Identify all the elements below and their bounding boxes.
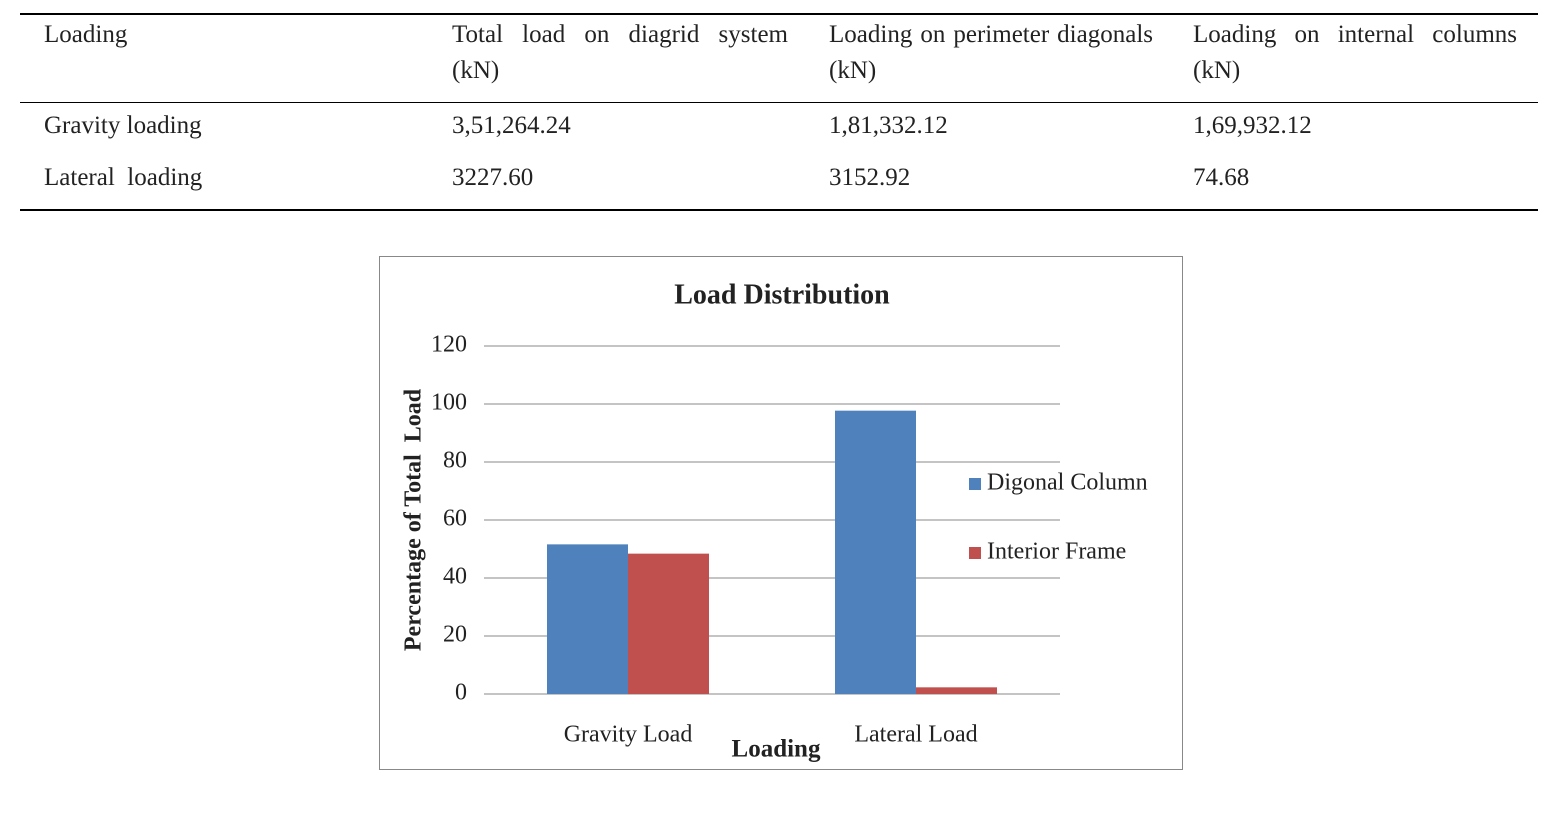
bar xyxy=(916,687,997,694)
x-tick-label: Lateral Load xyxy=(854,722,977,748)
table-cell: 3,51,264.24 xyxy=(452,112,571,139)
y-tick-label: 40 xyxy=(443,564,467,590)
bar xyxy=(835,410,916,694)
header-cell: Loading on perimeter diagonals (kN) xyxy=(829,21,1153,84)
y-tick-label: 60 xyxy=(443,506,467,532)
table-cell: 3227.60 xyxy=(452,164,534,191)
y-tick-label: 80 xyxy=(443,448,467,474)
x-tick-label: Gravity Load xyxy=(564,722,693,748)
header-cell: Loading xyxy=(44,21,128,48)
y-tick-label: 100 xyxy=(431,390,467,416)
table-cell: 1,81,332.12 xyxy=(829,112,948,139)
bar xyxy=(628,553,709,694)
chart-frame xyxy=(379,256,1183,770)
table-rule xyxy=(20,13,1538,15)
table-cell: 74.68 xyxy=(1193,164,1250,191)
legend-label: Interior Frame xyxy=(987,539,1126,565)
y-axis-label: Percentage of Total Load xyxy=(401,388,427,651)
table-rule xyxy=(20,102,1538,103)
legend-swatch xyxy=(969,547,981,559)
header-cell: Total load on diagrid system (kN) xyxy=(452,21,788,84)
x-axis-label: Loading xyxy=(732,736,821,763)
table-rule xyxy=(20,209,1538,211)
y-tick-label: 0 xyxy=(455,680,467,706)
header-cell: Loading on internal columns (kN) xyxy=(1193,21,1517,84)
table-cell: 1,69,932.12 xyxy=(1193,112,1312,139)
legend-swatch xyxy=(969,478,981,490)
chart: Load Distribution Loading Percentage of … xyxy=(379,256,1183,770)
legend-label: Digonal Column xyxy=(987,470,1148,496)
y-tick-label: 120 xyxy=(431,332,467,358)
y-tick-label: 20 xyxy=(443,622,467,648)
bar xyxy=(547,544,628,694)
chart-title: Load Distribution xyxy=(674,279,890,310)
table-cell: 3152.92 xyxy=(829,164,911,191)
table-cell: Lateral loading xyxy=(44,164,203,191)
table-cell: Gravity loading xyxy=(44,112,202,139)
